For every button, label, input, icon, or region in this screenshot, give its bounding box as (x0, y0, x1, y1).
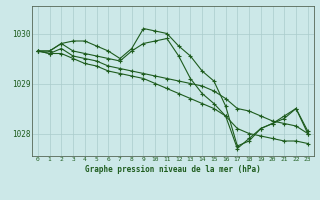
X-axis label: Graphe pression niveau de la mer (hPa): Graphe pression niveau de la mer (hPa) (85, 165, 261, 174)
